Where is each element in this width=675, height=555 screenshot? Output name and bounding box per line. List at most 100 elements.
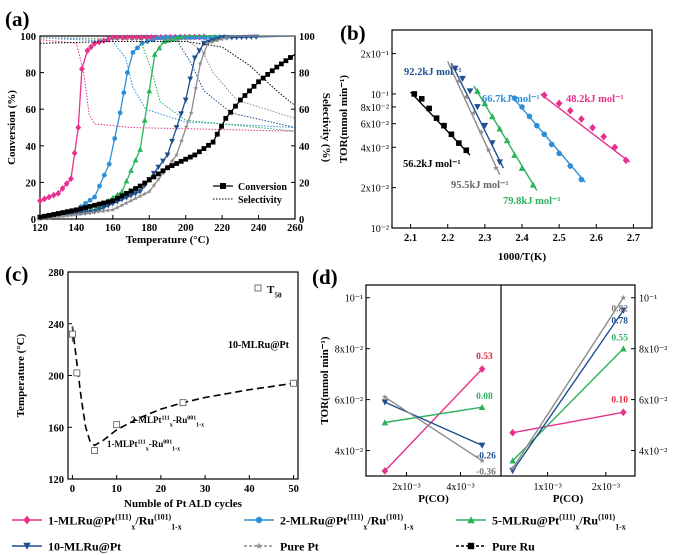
conversion-point-pt bbox=[52, 214, 58, 220]
conversion-point-s5 bbox=[151, 51, 158, 57]
data-point-pt-right bbox=[620, 294, 627, 301]
conversion-point-s5 bbox=[141, 117, 148, 123]
x-tick-label-a: 140 bbox=[69, 223, 85, 234]
y2-axis-title-a: Selectivity (%) bbox=[320, 93, 332, 163]
conversion-point-pt bbox=[201, 50, 207, 56]
legend-label-s1-part: (111) bbox=[115, 513, 132, 522]
activation-energy-label-pt: 95.5kJ mol⁻¹ bbox=[451, 180, 509, 191]
conversion-point-pt bbox=[105, 207, 111, 213]
y-tick-label-c: 200 bbox=[48, 372, 64, 383]
y-tick-label-b: 6x10⁻² bbox=[361, 120, 389, 131]
conversion-point-s10 bbox=[105, 203, 112, 209]
conversion-point-ru bbox=[210, 139, 216, 145]
conversion-point-s10 bbox=[164, 152, 171, 158]
panel-d: (d)TOR(mmol min⁻¹)2x10⁻³ 4x10⁻³P(CO)4x10⁻… bbox=[312, 265, 667, 505]
y2-tick-label-a: 40 bbox=[299, 142, 310, 153]
data-point-s1 bbox=[600, 132, 608, 141]
conversion-point-pt bbox=[224, 34, 229, 40]
conversion-point-s1 bbox=[84, 47, 91, 55]
x-axis-title-b: 1000/T(K) bbox=[498, 251, 547, 263]
conversion-point-s10 bbox=[210, 38, 216, 44]
conversion-point-s1 bbox=[37, 197, 43, 205]
conversion-point-s1 bbox=[63, 180, 70, 188]
conversion-point-ru bbox=[274, 64, 280, 70]
conversion-point-pt bbox=[71, 212, 77, 217]
data-point-s1 bbox=[540, 91, 548, 99]
conversion-point-s2 bbox=[145, 39, 150, 44]
y-tick-label-c: 160 bbox=[48, 423, 64, 434]
conversion-point-ru bbox=[178, 158, 184, 164]
conversion-point-ru bbox=[92, 202, 98, 208]
conversion-point-s10 bbox=[169, 138, 175, 145]
conversion-point-s2 bbox=[130, 50, 136, 55]
activation-energy-label-s1: 48.2kJ mol⁻¹ bbox=[566, 94, 624, 105]
x-tick-label-a: 260 bbox=[287, 223, 303, 234]
legend: 1-MLRu@Pt(111)​x​/Ru(101)​1-x​2-MLRu@Pt(… bbox=[12, 513, 626, 554]
order-line-s5-right bbox=[512, 348, 624, 462]
conversion-point-s1 bbox=[41, 195, 48, 203]
conversion-point-ru bbox=[69, 208, 75, 214]
x-axis-title-d-left: P(CO) bbox=[418, 493, 449, 505]
conversion-point-s10 bbox=[128, 193, 134, 199]
conversion-point-s10 bbox=[201, 40, 207, 47]
legend-label-s5-part: (101) bbox=[598, 513, 615, 522]
conversion-point-ru bbox=[223, 115, 229, 121]
conversion-point-s1 bbox=[148, 34, 155, 41]
data-point-pt bbox=[493, 165, 499, 171]
conversion-point-pt bbox=[119, 202, 125, 208]
y-tick-label-d-right: 10⁻¹ bbox=[639, 294, 657, 305]
legend-marker-pt bbox=[255, 542, 263, 549]
conversion-point-ru bbox=[151, 174, 157, 180]
selectivity-line-ru bbox=[39, 41, 296, 106]
conversion-point-s5 bbox=[137, 146, 144, 152]
fit-curve-c bbox=[71, 326, 294, 447]
legend-label-s5-part: x bbox=[575, 522, 579, 531]
data-point-c bbox=[179, 399, 187, 407]
conversion-point-ru bbox=[265, 72, 271, 77]
data-point-s1 bbox=[578, 115, 585, 123]
conversion-point-s10 bbox=[132, 191, 139, 197]
data-point-s10 bbox=[496, 159, 504, 166]
annotation-label-c-part: 1-x bbox=[196, 423, 204, 429]
legend-label-s2-part: 1-x bbox=[403, 522, 414, 531]
y-tick-label-b: 10⁻² bbox=[371, 224, 389, 235]
data-point-c bbox=[113, 421, 121, 429]
conversion-point-ru bbox=[83, 205, 88, 210]
conversion-point-s1 bbox=[71, 149, 78, 157]
conversion-point-pt bbox=[179, 138, 184, 144]
reaction-order-label-s1-right: 0.10 bbox=[611, 395, 628, 405]
conversion-point-s2 bbox=[165, 35, 171, 41]
conversion-point-pt bbox=[155, 176, 161, 182]
conversion-point-ru bbox=[183, 156, 189, 162]
selectivity-line-pt bbox=[39, 37, 296, 119]
conversion-point-s1 bbox=[50, 191, 57, 199]
data-point-ru bbox=[411, 91, 418, 97]
data-point-pt bbox=[478, 128, 485, 135]
conversion-point-pt bbox=[174, 152, 180, 158]
conversion-point-s2 bbox=[83, 201, 88, 206]
panel-label-a: (a) bbox=[5, 7, 30, 31]
x-tick-label-b: 2.1 bbox=[404, 233, 417, 244]
conversion-point-pt bbox=[197, 60, 203, 66]
conversion-point-ru bbox=[278, 61, 284, 67]
legend-label-s5-part: /Ru bbox=[578, 514, 598, 528]
data-point-s1 bbox=[566, 106, 574, 115]
conversion-point-s5 bbox=[146, 88, 153, 94]
y-tick-label-d-left: 4x10⁻² bbox=[335, 447, 363, 458]
order-line-s10-right bbox=[512, 310, 624, 472]
legend-label-pt: Pure Pt bbox=[280, 540, 319, 554]
conversion-point-s10 bbox=[96, 207, 103, 213]
legend-marker-s5 bbox=[467, 516, 475, 524]
conversion-point-pt bbox=[110, 207, 116, 212]
legend-label-s2-part: 2-MLRu@Pt bbox=[280, 514, 347, 528]
order-line-pt-right bbox=[512, 297, 624, 469]
conversion-point-pt bbox=[169, 158, 175, 164]
order-line-s1-right bbox=[512, 411, 624, 434]
y2-tick-label-a: 80 bbox=[299, 69, 310, 80]
panel-label-c: (c) bbox=[5, 262, 28, 286]
reaction-order-label-s5-left: 0.08 bbox=[476, 392, 493, 402]
data-point-s1-right bbox=[509, 428, 516, 437]
order-line-s10-left bbox=[384, 401, 483, 447]
conversion-point-ru bbox=[51, 212, 57, 217]
legend-label-c-part: T bbox=[267, 284, 275, 296]
